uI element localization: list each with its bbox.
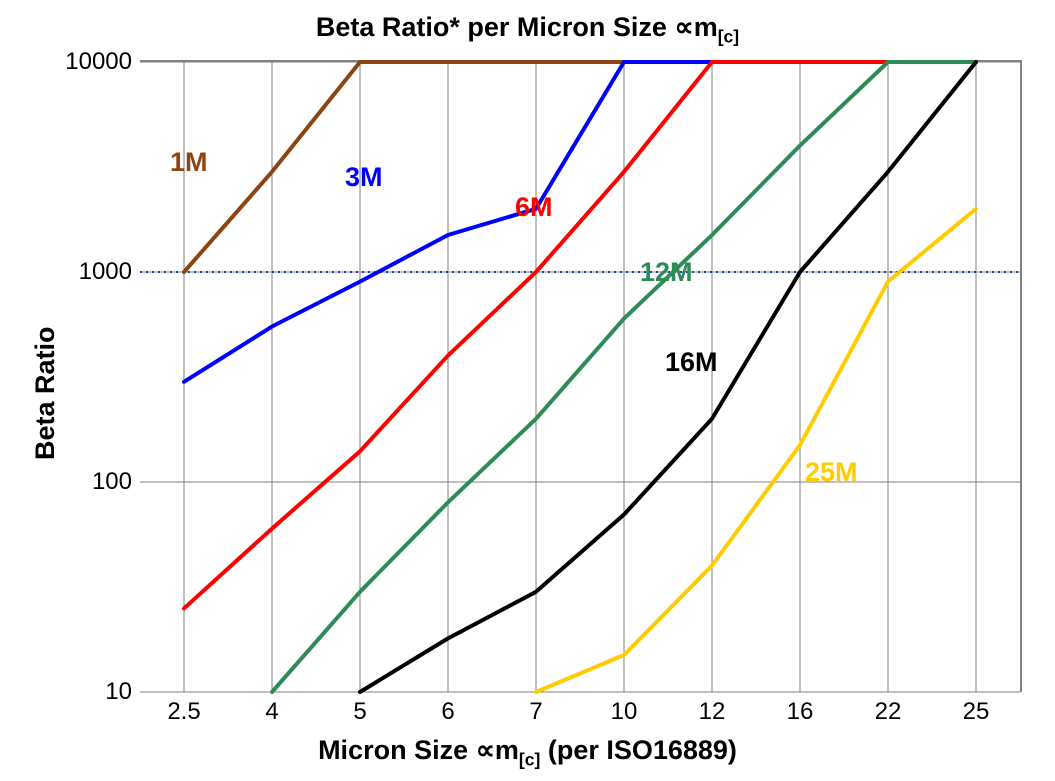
x-tick-label: 12 bbox=[699, 692, 726, 726]
plot-svg bbox=[140, 62, 1020, 692]
x-tick-label: 25 bbox=[963, 692, 990, 726]
series-label-6m: 6M bbox=[515, 192, 553, 223]
plot-area: 2.545671012162225101001000100001M3M6M12M… bbox=[140, 60, 1022, 692]
series-label-3m: 3M bbox=[345, 162, 383, 193]
x-tick-label: 7 bbox=[529, 692, 542, 726]
y-tick-label: 1000 bbox=[79, 258, 140, 286]
x-tick-label: 16 bbox=[787, 692, 814, 726]
x-tick-label: 6 bbox=[441, 692, 454, 726]
x-tick-label: 2.5 bbox=[167, 692, 200, 726]
chart-title: Beta Ratio* per Micron Size ∝m[c] bbox=[0, 12, 1055, 47]
x-tick-label: 22 bbox=[875, 692, 902, 726]
series-label-12m: 12M bbox=[640, 257, 693, 288]
series-label-25m: 25M bbox=[805, 457, 858, 488]
x-tick-label: 5 bbox=[353, 692, 366, 726]
y-axis-label: Beta Ratio bbox=[30, 326, 61, 460]
series-label-16m: 16M bbox=[665, 347, 718, 378]
y-tick-label: 100 bbox=[92, 468, 140, 496]
x-tick-label: 4 bbox=[265, 692, 278, 726]
series-label-1m: 1M bbox=[170, 147, 208, 178]
y-tick-label: 10 bbox=[105, 678, 140, 706]
beta-ratio-chart: Beta Ratio* per Micron Size ∝m[c] Beta R… bbox=[0, 0, 1055, 781]
y-tick-label: 10000 bbox=[65, 48, 140, 76]
x-tick-label: 10 bbox=[611, 692, 638, 726]
x-axis-label: Micron Size ∝m[c] (per ISO16889) bbox=[0, 735, 1055, 770]
